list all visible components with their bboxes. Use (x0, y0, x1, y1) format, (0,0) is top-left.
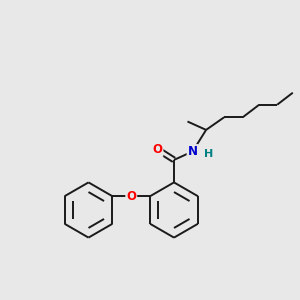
Text: N: N (188, 145, 198, 158)
Text: H: H (204, 149, 213, 159)
Text: O: O (152, 143, 163, 156)
Text: O: O (126, 190, 136, 203)
